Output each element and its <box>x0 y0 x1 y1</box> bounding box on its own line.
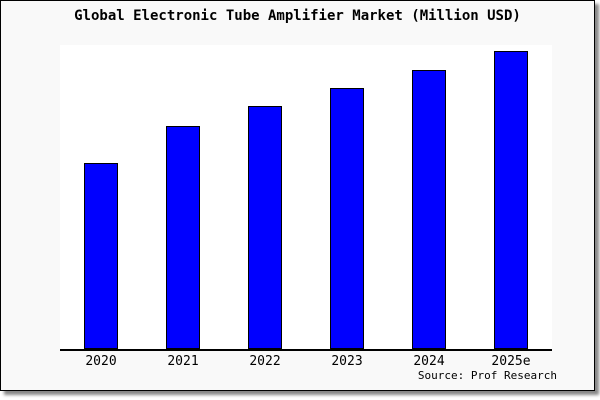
bar-slot-2024 <box>388 45 470 349</box>
bar-2022 <box>248 106 282 349</box>
x-tick-label-2021: 2021 <box>167 354 199 369</box>
bar-slot-2023 <box>306 45 388 349</box>
x-tick-label-2020: 2020 <box>85 354 117 369</box>
bar-2023 <box>330 88 364 349</box>
bar-2025e <box>494 51 528 349</box>
bar-2020 <box>84 162 118 349</box>
plot-area <box>60 45 552 351</box>
x-tick-label-2025e: 2025e <box>491 354 531 369</box>
x-tick-label-2024: 2024 <box>413 354 445 369</box>
x-tick-label-2022: 2022 <box>249 354 281 369</box>
x-tick-label-2023: 2023 <box>331 354 363 369</box>
bar-slot-2025e <box>470 45 552 349</box>
chart-title: Global Electronic Tube Amplifier Market … <box>74 8 521 24</box>
bar-slot-2022 <box>224 45 306 349</box>
bar-2024 <box>412 70 446 349</box>
bar-slot-2020 <box>60 45 142 349</box>
bar-2021 <box>166 125 200 349</box>
chart-frame: Global Electronic Tube Amplifier Market … <box>0 0 595 391</box>
source-note: Source: Prof Research <box>417 369 557 382</box>
x-axis-labels: 2020 2021 2022 2023 2024 2025e <box>60 354 552 369</box>
bar-slot-2021 <box>142 45 224 349</box>
